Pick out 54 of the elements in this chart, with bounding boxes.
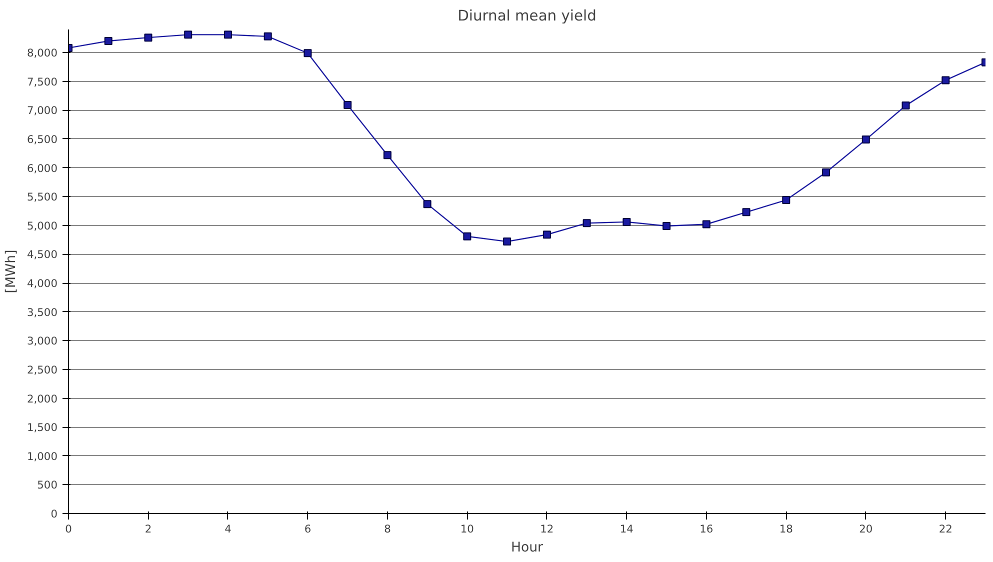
y-tick-label: 8,000 [26, 46, 58, 60]
x-axis-title: Hour [510, 540, 544, 556]
y-tick-label: 7,000 [26, 104, 58, 118]
y-tick-label: 2,000 [26, 392, 58, 406]
x-tick-label: 8 [384, 522, 392, 536]
x-tick-label: 16 [700, 522, 714, 536]
point [344, 100, 352, 109]
point [264, 32, 272, 40]
point [822, 168, 830, 176]
y-tick-label: 1,500 [26, 421, 58, 434]
point [463, 232, 472, 240]
x-tick-label: 10 [460, 522, 474, 536]
y-tick-label: 3,000 [26, 334, 58, 348]
point [942, 76, 950, 84]
x-tick-label: 20 [859, 522, 873, 536]
point [144, 34, 152, 42]
y-axis-title: [MWh] [4, 250, 19, 294]
y-tick-label: 1,000 [26, 450, 58, 463]
y-tick-label: 2,500 [26, 363, 58, 376]
x-tick-label: 22 [938, 522, 952, 536]
y-tick-label: 4,000 [26, 277, 58, 290]
y-tick-label: 6,000 [26, 162, 58, 175]
y-tick-label: 7,500 [26, 75, 58, 88]
point [224, 30, 232, 39]
x-tick-label: 6 [304, 522, 312, 536]
x-tick-label: 4 [224, 522, 232, 536]
point [782, 196, 790, 204]
chart-title: Diurnal mean yield [458, 8, 596, 24]
point [862, 136, 870, 144]
point [582, 219, 591, 228]
y-tick-label: 5,000 [26, 219, 58, 232]
y-tick-label: 0 [50, 508, 58, 520]
point [902, 102, 910, 110]
point [104, 37, 112, 46]
y-tick-label: 6,500 [26, 132, 58, 146]
x-tick-label: 12 [540, 522, 554, 536]
point [662, 222, 671, 230]
point [742, 208, 750, 216]
y-tick-label: 5,500 [26, 190, 58, 204]
y-tick-label: 500 [37, 478, 58, 492]
point [383, 151, 392, 160]
point [503, 238, 512, 246]
point [702, 220, 710, 228]
x-tick-label: 18 [779, 522, 794, 536]
point [542, 230, 551, 239]
y-tick-label: 3,500 [26, 306, 58, 319]
x-tick-label: 14 [620, 522, 634, 536]
x-tick-label: 0 [65, 522, 72, 536]
point [622, 218, 631, 226]
x-tick-label: 2 [144, 522, 152, 536]
point [304, 49, 312, 58]
point [184, 30, 192, 39]
point [423, 200, 432, 208]
y-tick-label: 4,500 [26, 248, 58, 262]
